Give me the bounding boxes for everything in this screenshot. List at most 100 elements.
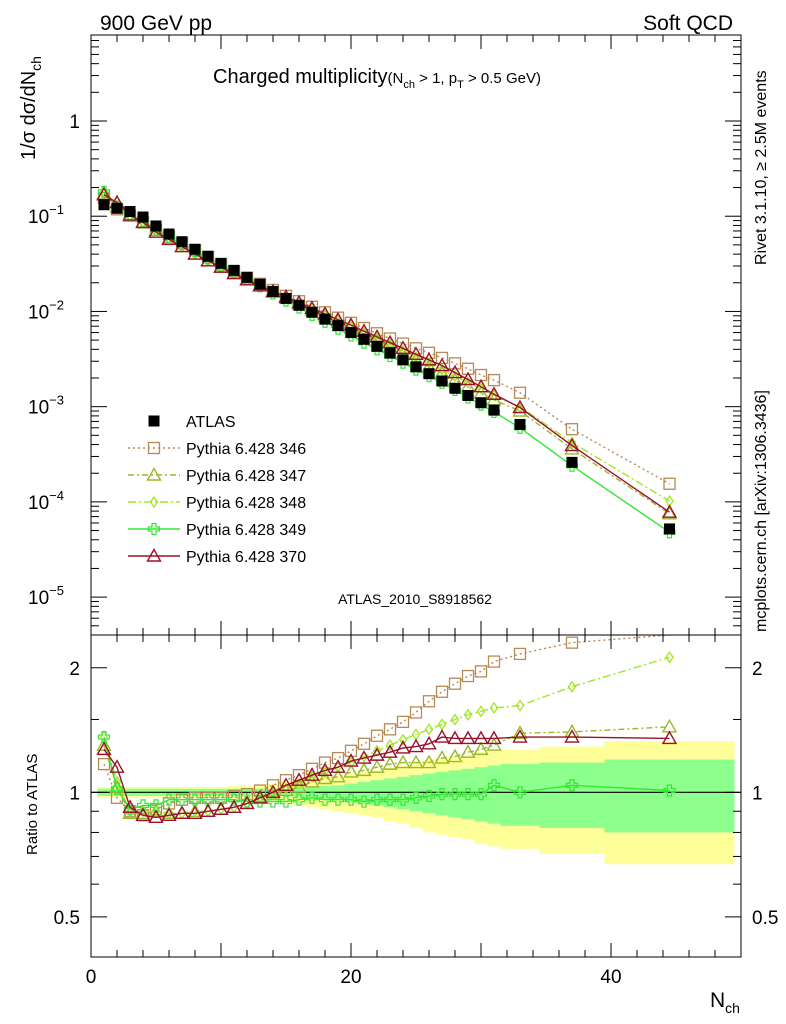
data-point (514, 418, 526, 430)
inner-band (396, 776, 410, 810)
ratio-point (461, 669, 475, 683)
data-point (384, 347, 396, 359)
chart-title-main: Charged multiplicity (213, 66, 388, 88)
ratio-point (291, 772, 307, 786)
series-point (564, 437, 580, 452)
y-tick-label-base: 10 (28, 588, 49, 609)
ratio-point (96, 741, 112, 756)
ratio-point (408, 738, 424, 753)
data-point (267, 285, 279, 297)
legend-marker (146, 548, 162, 562)
legend-label: Pythia 6.428 346 (186, 441, 306, 458)
data-point (332, 320, 344, 332)
ratio-point (409, 791, 423, 804)
ratio-point (239, 795, 255, 810)
ratio-point (422, 695, 436, 708)
ratio-point (343, 764, 359, 778)
ratio-point (515, 699, 525, 712)
ratio-point (266, 779, 280, 792)
data-point (202, 250, 214, 262)
title-cut-end: > 0.5 GeV) (464, 70, 541, 87)
ratio-point (408, 754, 424, 769)
ratio-point (489, 701, 499, 715)
ratio-point (382, 744, 398, 758)
ratio-line (103, 736, 670, 811)
ratio-point (344, 793, 358, 806)
data-point (124, 206, 136, 218)
ratio-point (383, 793, 397, 806)
data-point (371, 340, 383, 352)
ratio-point (383, 723, 397, 736)
x-tick-label: 0 (86, 967, 97, 988)
ratio-point (304, 773, 320, 788)
data-point (98, 199, 110, 211)
ratio-point (567, 680, 577, 693)
ratio-point (369, 747, 385, 761)
ratio-point (385, 739, 395, 752)
ratio-point (565, 636, 579, 649)
ratio-point (304, 767, 320, 781)
ratio-point (409, 706, 423, 719)
uncertainty-bands (97, 741, 735, 865)
ratio-point (395, 740, 411, 754)
x-axis-label-main: N (710, 989, 725, 1012)
ratio-point (434, 729, 450, 743)
ratio-y-tick-label: 1 (69, 783, 80, 804)
header-category: Soft QCD (643, 12, 733, 35)
ratio-point (661, 730, 678, 745)
data-point (436, 375, 448, 387)
ratio-point (201, 793, 215, 806)
side-label-mcplots: mcplots.cern.ch [arXiv:1306.3436] (753, 390, 770, 632)
data-point (449, 382, 461, 394)
ratio-point (661, 718, 678, 733)
ratio-line (103, 736, 670, 819)
ratio-point (665, 651, 674, 664)
series-point (663, 477, 676, 490)
ratio-y-tick-label: 2 (69, 659, 80, 680)
ratio-point (473, 730, 489, 745)
ratio-point (226, 799, 242, 814)
y-tick-label-base: 10 (28, 207, 49, 228)
series-point (421, 351, 437, 366)
ratio-point (564, 729, 580, 743)
series-point (97, 185, 111, 199)
y-axis-label: 1/σ dσ/dNch (18, 56, 44, 160)
ratio-point (513, 647, 527, 661)
inner-band (422, 773, 436, 814)
data-point (150, 220, 162, 232)
ratio-series (96, 635, 678, 824)
series-line (103, 197, 670, 485)
ratio-point (448, 788, 462, 801)
ratio-point (123, 803, 137, 816)
series-point (473, 378, 489, 393)
ratio-point (369, 759, 385, 773)
data-point (345, 327, 357, 339)
y-tick-label-base: 10 (28, 398, 49, 419)
legend-marker-atlas (148, 415, 160, 427)
x-tick-label: 20 (340, 967, 361, 988)
y-tick-label: 10−1 (28, 202, 64, 228)
ratio-point (474, 788, 488, 801)
ratio-point (421, 754, 437, 769)
y-tick-label-exp: −5 (49, 583, 64, 598)
y-tick-label-exp: −4 (49, 488, 64, 503)
ratio-frame (90, 634, 742, 958)
ratio-point (135, 807, 151, 822)
ratio-y-tick-label: 0.5 (54, 908, 80, 929)
x-tick-label: 40 (600, 967, 621, 988)
ratio-point (188, 793, 202, 806)
ratio-point (476, 705, 486, 718)
ratio-point (96, 737, 112, 751)
legend: ATLAS Pythia 6.428 346 Pythia 6.428 347 Pyt… (128, 414, 306, 566)
data-point (254, 278, 266, 290)
ratio-point (487, 655, 501, 668)
data-point (215, 257, 227, 269)
y-tick-label: 1 (69, 112, 80, 133)
ratio-point (398, 733, 408, 746)
y-tick-label-base: 1 (69, 112, 80, 133)
chart-title-cuts: (Nch > 1, pT > 0.5 GeV) (388, 70, 541, 91)
legend-marker (147, 441, 161, 455)
ratio-point (370, 793, 384, 806)
data-point (280, 292, 292, 304)
